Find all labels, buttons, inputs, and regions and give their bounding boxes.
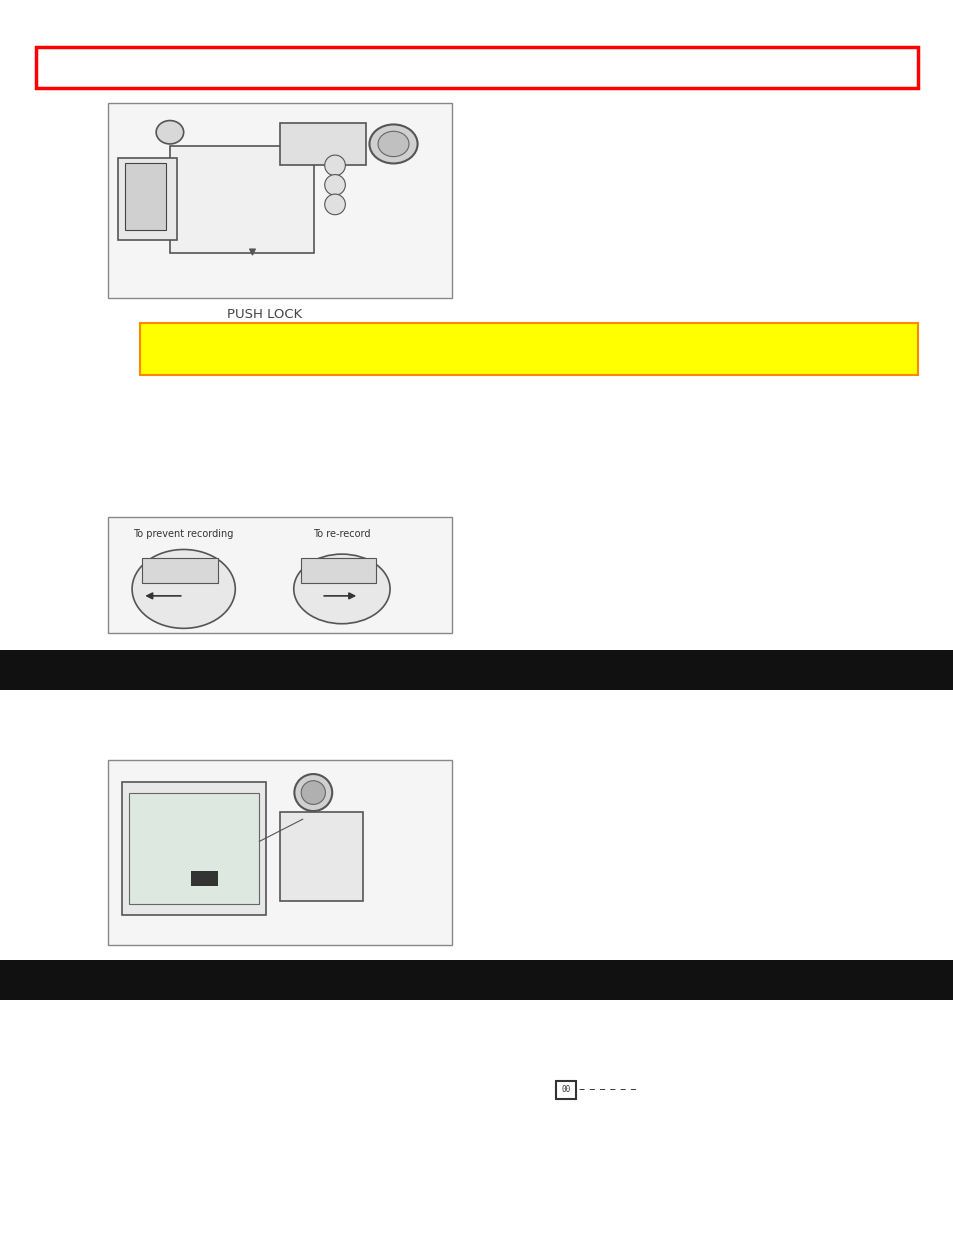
- Bar: [108, 103, 452, 298]
- Bar: [0, 650, 953, 690]
- Ellipse shape: [377, 131, 409, 157]
- Bar: [108, 517, 452, 634]
- Text: 0:25:16: 0:25:16: [191, 852, 225, 862]
- Circle shape: [324, 156, 345, 175]
- Bar: [125, 163, 167, 230]
- Bar: [280, 122, 366, 165]
- FancyBboxPatch shape: [556, 1081, 576, 1099]
- Bar: [118, 158, 176, 240]
- Ellipse shape: [369, 125, 417, 163]
- Bar: [0, 960, 953, 1000]
- Bar: [280, 811, 363, 900]
- Ellipse shape: [294, 555, 390, 624]
- Circle shape: [324, 194, 345, 215]
- Text: To re-record: To re-record: [313, 529, 371, 538]
- Ellipse shape: [294, 774, 332, 811]
- Ellipse shape: [132, 550, 235, 629]
- Text: – – – – – –: – – – – – –: [578, 1083, 636, 1097]
- Text: To prevent recording: To prevent recording: [133, 529, 233, 538]
- Text: PUSH LOCK: PUSH LOCK: [227, 308, 302, 321]
- Bar: [36, 47, 917, 88]
- Bar: [122, 782, 266, 915]
- Text: Tab: Tab: [173, 613, 193, 622]
- Ellipse shape: [301, 781, 325, 804]
- Text: Hour: Hour: [198, 826, 223, 836]
- Bar: [142, 557, 218, 583]
- Bar: [300, 557, 375, 583]
- Bar: [140, 324, 917, 375]
- Circle shape: [324, 174, 345, 195]
- Ellipse shape: [156, 121, 184, 144]
- Bar: [170, 146, 314, 253]
- Text: AE:120: AE:120: [132, 852, 164, 862]
- Bar: [129, 793, 259, 904]
- Bar: [108, 760, 452, 945]
- Bar: [191, 871, 218, 885]
- Text: Minute: Minute: [193, 811, 229, 821]
- Text: 00: 00: [560, 1086, 570, 1094]
- Text: Second: Second: [193, 797, 230, 806]
